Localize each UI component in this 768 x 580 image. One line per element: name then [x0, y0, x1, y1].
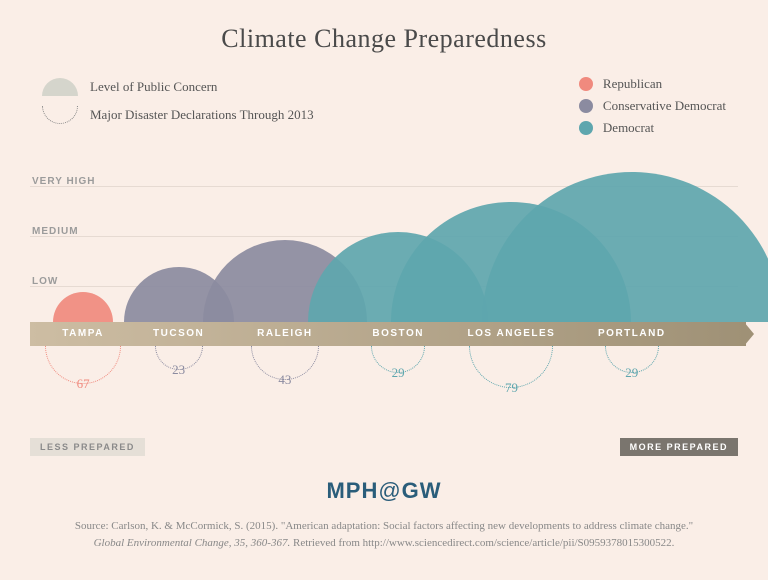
disaster-value: 79: [505, 380, 518, 396]
mph-gw-logo: MPH@GW: [0, 478, 768, 504]
city-label: BOSTON: [372, 328, 424, 339]
logo-at: @: [378, 478, 401, 503]
logo-gw: GW: [402, 478, 442, 503]
city-label: LOS ANGELES: [468, 328, 556, 339]
legend-party-row: Democrat: [579, 120, 726, 136]
disaster-value: 67: [77, 376, 90, 392]
less-prepared-badge: LESS PREPARED: [30, 438, 145, 456]
source-line2-rest: Retrieved from http://www.sciencedirect.…: [290, 537, 674, 549]
city-label: TAMPA: [62, 328, 104, 339]
legend-party-row: Conservative Democrat: [579, 98, 726, 114]
legend-party-label: Republican: [603, 76, 662, 92]
disaster-value: 43: [278, 372, 291, 388]
legend-party-row: Republican: [579, 76, 726, 92]
source-line2-italic: Global Environmental Change, 35, 360-367…: [94, 537, 291, 549]
city-label: TUCSON: [153, 328, 204, 339]
source-citation: Source: Carlson, K. & McCormick, S. (201…: [0, 518, 768, 551]
dotted-arc-icon: [42, 106, 78, 124]
city-label: RALEIGH: [257, 328, 313, 339]
legend-party-label: Democrat: [603, 120, 654, 136]
legend-concern: Level of Public Concern: [42, 78, 314, 96]
infographic-canvas: Climate Change Preparedness Level of Pub…: [0, 0, 768, 580]
legend-dot-icon: [579, 99, 593, 113]
disaster-value: 23: [172, 362, 185, 378]
chart-area: [30, 172, 738, 322]
more-prepared-badge: MORE PREPARED: [620, 438, 738, 456]
chart-title: Climate Change Preparedness: [0, 24, 768, 54]
legend-disaster: Major Disaster Declarations Through 2013: [42, 106, 314, 124]
legend-disaster-label: Major Disaster Declarations Through 2013: [90, 107, 314, 123]
legend-left: Level of Public Concern Major Disaster D…: [42, 78, 314, 124]
disaster-value: 29: [392, 365, 405, 381]
semicircle-icon: [42, 78, 78, 96]
source-line1: Source: Carlson, K. & McCormick, S. (201…: [75, 520, 693, 532]
legend-dot-icon: [579, 121, 593, 135]
legend-party-label: Conservative Democrat: [603, 98, 726, 114]
disaster-value: 29: [625, 365, 638, 381]
concern-semicircle: [53, 292, 113, 322]
legend-right: Republican Conservative Democrat Democrat: [579, 76, 726, 142]
concern-semicircle: [482, 172, 768, 322]
city-label: PORTLAND: [598, 328, 666, 339]
legend-dot-icon: [579, 77, 593, 91]
logo-mph: MPH: [326, 478, 378, 503]
legend-concern-label: Level of Public Concern: [90, 79, 217, 95]
